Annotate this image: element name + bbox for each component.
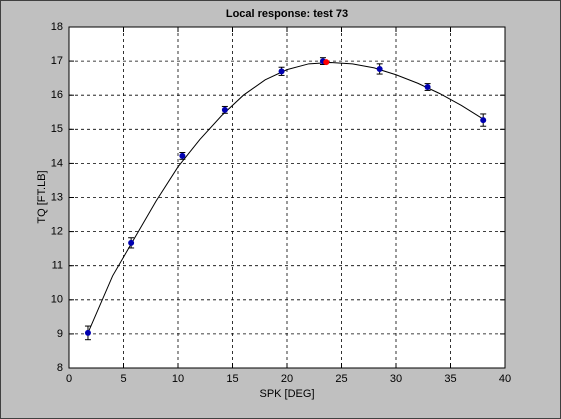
- x-tick-label: 20: [281, 373, 293, 385]
- x-tick-label: 35: [444, 373, 456, 385]
- y-tick-label: 12: [51, 226, 63, 238]
- data-point: [221, 106, 228, 113]
- data-point: [84, 329, 91, 336]
- data-point: [480, 117, 487, 124]
- axes-box: [68, 26, 506, 369]
- y-tick-label: 14: [51, 157, 63, 169]
- y-tick-label: 17: [51, 55, 63, 67]
- x-tick-label: 10: [172, 373, 184, 385]
- x-tick-label: 25: [335, 373, 347, 385]
- data-point: [376, 65, 383, 72]
- fit-curve: [87, 61, 484, 335]
- y-tick-label: 15: [51, 123, 63, 135]
- data-point: [128, 239, 135, 246]
- y-tick-label: 9: [57, 328, 63, 340]
- data-point: [179, 152, 186, 159]
- x-tick-label: 15: [226, 373, 238, 385]
- chart-title: Local response: test 73: [226, 8, 348, 20]
- y-tick-label: 13: [51, 191, 63, 203]
- x-tick-label: 5: [120, 373, 126, 385]
- x-tick-label: 0: [66, 373, 72, 385]
- y-tick-label: 16: [51, 89, 63, 101]
- data-point: [278, 68, 285, 75]
- x-tick-label: 30: [390, 373, 402, 385]
- x-tick-label: 40: [499, 373, 511, 385]
- y-tick-label: 10: [51, 294, 63, 306]
- data-point: [424, 84, 431, 91]
- y-tick-label: 18: [51, 21, 63, 33]
- y-tick-label: 8: [57, 362, 63, 374]
- y-tick-label: 11: [52, 260, 63, 272]
- data-point: [323, 59, 330, 66]
- y-axis-label: TQ [FT.LB]: [36, 170, 48, 223]
- x-axis-label: SPK [DEG]: [259, 388, 314, 400]
